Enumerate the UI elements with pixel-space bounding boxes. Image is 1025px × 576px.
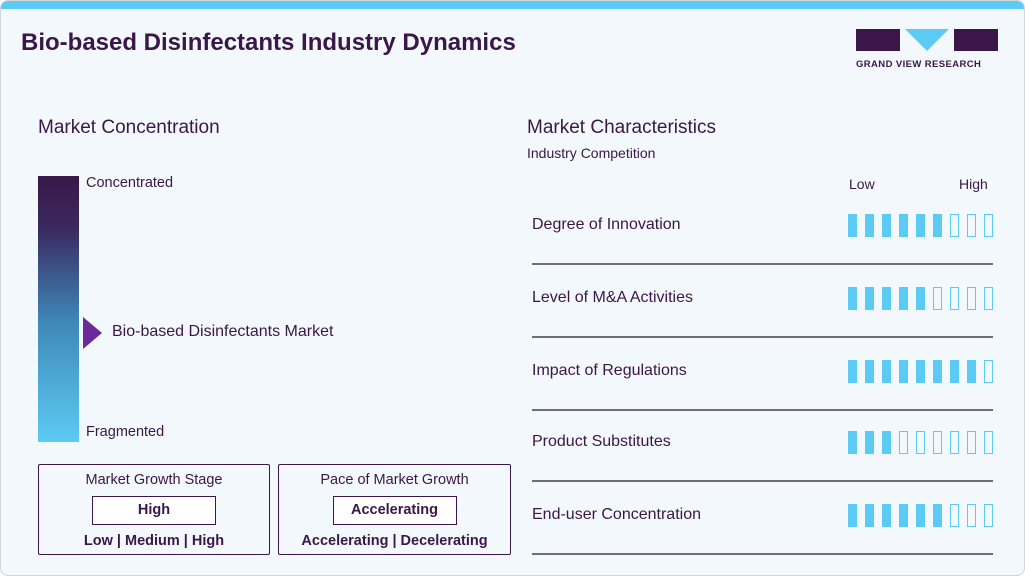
- pace-value: Accelerating: [332, 496, 457, 525]
- rating-segment-filled: [916, 287, 925, 310]
- growth-stage-value: High: [92, 496, 216, 525]
- rating-segment-filled: [882, 431, 891, 454]
- rating-segment-filled: [865, 504, 874, 527]
- rating-segment-empty: [933, 287, 942, 310]
- rating-segment-empty: [984, 360, 993, 383]
- rating-segment-empty: [967, 214, 976, 237]
- rating-segment-filled: [916, 214, 925, 237]
- rating-segment-filled: [899, 287, 908, 310]
- rating-segment-filled: [848, 360, 857, 383]
- characteristic-rating: [848, 504, 993, 527]
- growth-stage-title: Market Growth Stage: [85, 472, 223, 488]
- characteristic-rating: [848, 214, 993, 237]
- rating-segment-filled: [933, 504, 942, 527]
- characteristic-label: Level of M&A Activities: [532, 289, 693, 306]
- rating-segment-filled: [882, 214, 891, 237]
- row-divider: [532, 263, 993, 265]
- characteristic-label: Product Substitutes: [532, 433, 671, 450]
- rating-segment-filled: [882, 360, 891, 383]
- rating-segment-filled: [865, 287, 874, 310]
- rating-segment-filled: [916, 360, 925, 383]
- rating-segment-filled: [933, 360, 942, 383]
- characteristic-rating: [848, 287, 993, 310]
- rating-segment-empty: [899, 431, 908, 454]
- rating-segment-filled: [916, 504, 925, 527]
- rating-segment-empty: [967, 287, 976, 310]
- rating-segment-filled: [865, 214, 874, 237]
- top-accent-bar: [1, 1, 1024, 9]
- row-divider: [532, 409, 993, 411]
- rating-segment-filled: [848, 504, 857, 527]
- characteristic-label: Degree of Innovation: [532, 216, 681, 233]
- pace-title: Pace of Market Growth: [320, 472, 469, 488]
- rating-segment-filled: [899, 214, 908, 237]
- rating-segment-empty: [933, 431, 942, 454]
- characteristic-label: End-user Concentration: [532, 506, 701, 523]
- rating-segment-empty: [967, 431, 976, 454]
- characteristic-rating: [848, 431, 993, 454]
- page-title: Bio-based Disinfectants Industry Dynamic…: [21, 29, 516, 56]
- fragmented-label: Fragmented: [86, 424, 165, 440]
- market-position-arrow-icon: [83, 317, 102, 349]
- characteristic-label: Impact of Regulations: [532, 362, 687, 379]
- rating-segment-empty: [916, 431, 925, 454]
- rating-segment-empty: [950, 504, 959, 527]
- market-characteristics-heading: Market Characteristics: [527, 117, 716, 138]
- pace-options: Accelerating | Decelerating: [301, 533, 488, 549]
- rating-segment-filled: [882, 504, 891, 527]
- rating-segment-filled: [899, 360, 908, 383]
- concentrated-label: Concentrated: [86, 175, 174, 191]
- rating-segment-empty: [984, 287, 993, 310]
- rating-segment-filled: [865, 360, 874, 383]
- rating-segment-filled: [950, 360, 959, 383]
- industry-competition-subheading: Industry Competition: [527, 145, 656, 161]
- rating-segment-empty: [950, 431, 959, 454]
- rating-segment-filled: [882, 287, 891, 310]
- rating-segment-empty: [984, 504, 993, 527]
- rating-segment-empty: [950, 214, 959, 237]
- market-position-label: Bio-based Disinfectants Market: [112, 323, 334, 340]
- scale-high-label: High: [959, 176, 988, 192]
- rating-segment-filled: [848, 431, 857, 454]
- pace-of-market-growth-box: Pace of Market Growth Accelerating Accel…: [278, 464, 511, 555]
- rating-segment-filled: [899, 504, 908, 527]
- row-divider: [532, 553, 993, 555]
- row-divider: [532, 336, 993, 338]
- row-divider: [532, 480, 993, 482]
- scale-low-label: Low: [849, 176, 875, 192]
- rating-segment-filled: [967, 360, 976, 383]
- market-growth-stage-box: Market Growth Stage High Low | Medium | …: [38, 464, 270, 555]
- rating-segment-filled: [865, 431, 874, 454]
- growth-stage-options: Low | Medium | High: [83, 533, 225, 549]
- rating-segment-empty: [984, 431, 993, 454]
- rating-segment-empty: [967, 504, 976, 527]
- characteristic-rating: [848, 360, 993, 383]
- rating-segment-filled: [933, 214, 942, 237]
- rating-segment-empty: [984, 214, 993, 237]
- rating-segment-filled: [848, 287, 857, 310]
- market-concentration-heading: Market Concentration: [38, 117, 220, 138]
- rating-segment-empty: [950, 287, 959, 310]
- rating-segment-filled: [848, 214, 857, 237]
- concentration-gradient-bar: [38, 176, 79, 442]
